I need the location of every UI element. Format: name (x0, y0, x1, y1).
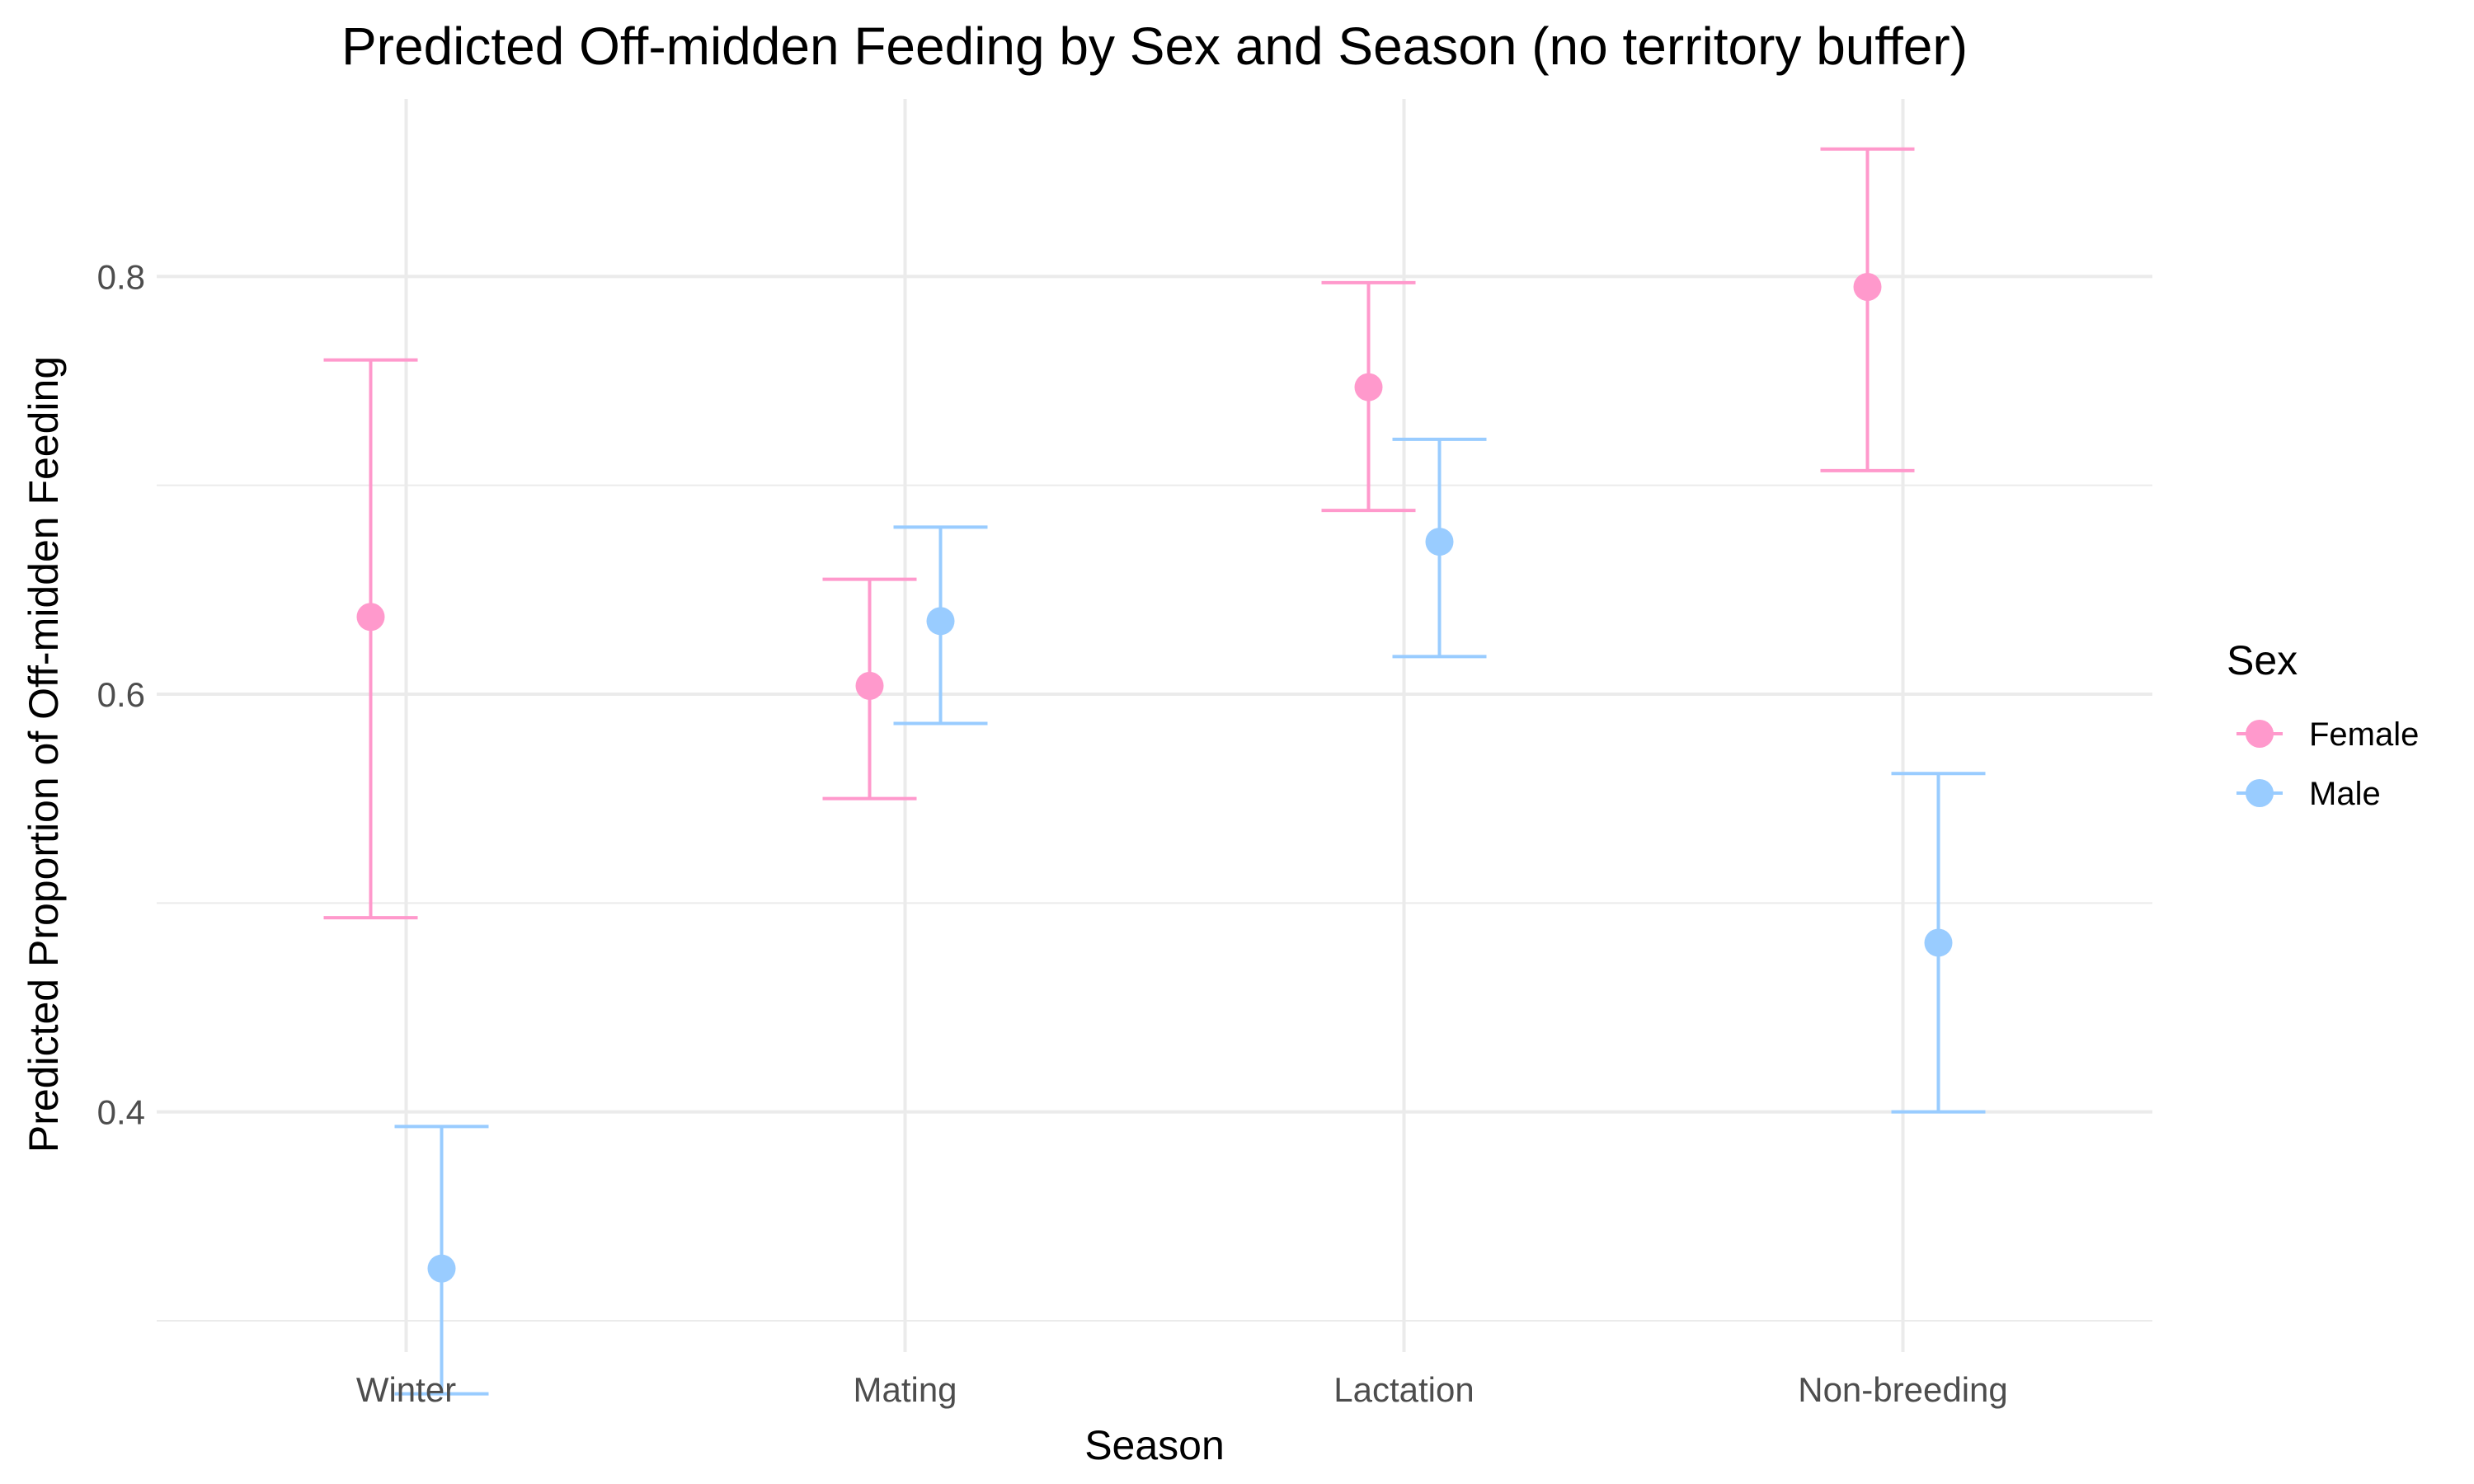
y-tick-label-1: 0.6 (97, 675, 145, 714)
legend-label: Female (2309, 716, 2419, 753)
x-tick-label-3: Non-breeding (1798, 1370, 2008, 1409)
series-male (394, 437, 1986, 1396)
legend-key-point (2246, 720, 2274, 748)
point-male-2 (1425, 528, 1454, 556)
point-female-3 (1853, 273, 1882, 301)
x-tick-label-1: Mating (853, 1370, 957, 1409)
errorbar-female-3 (1820, 147, 1915, 472)
y-axis-title: Predicted Proportion of Off-midden Feedi… (21, 356, 67, 1153)
x-tick-labels: Winter Mating Lactation Non-breeding (356, 1370, 2008, 1409)
series-female (323, 147, 1915, 920)
point-female-1 (855, 671, 884, 700)
point-male-3 (1924, 928, 1953, 957)
x-tick-label-2: Lactation (1333, 1370, 1474, 1409)
legend-item-male: Male (2236, 776, 2381, 812)
legend-key-point (2246, 779, 2274, 807)
x-axis-title: Season (1084, 1422, 1225, 1468)
legend-title: Sex (2227, 637, 2298, 683)
point-female-2 (1354, 373, 1383, 402)
y-tick-label-2: 0.8 (97, 257, 145, 296)
y-tick-label-0: 0.4 (97, 1093, 145, 1132)
legend-item-female: Female (2236, 716, 2419, 753)
point-female-0 (356, 603, 385, 632)
legend: Sex Female Male (2227, 637, 2419, 812)
data-marks (323, 147, 1986, 1396)
grid (157, 99, 2152, 1352)
chart-title: Predicted Off-midden Feeding by Sex and … (341, 16, 1968, 76)
point-male-1 (926, 607, 955, 636)
legend-label: Male (2309, 776, 2381, 812)
y-tick-labels: 0.4 0.6 0.8 (97, 257, 145, 1131)
point-male-0 (427, 1254, 456, 1283)
errorbar-female-0 (323, 358, 418, 920)
x-tick-label-0: Winter (356, 1370, 456, 1409)
